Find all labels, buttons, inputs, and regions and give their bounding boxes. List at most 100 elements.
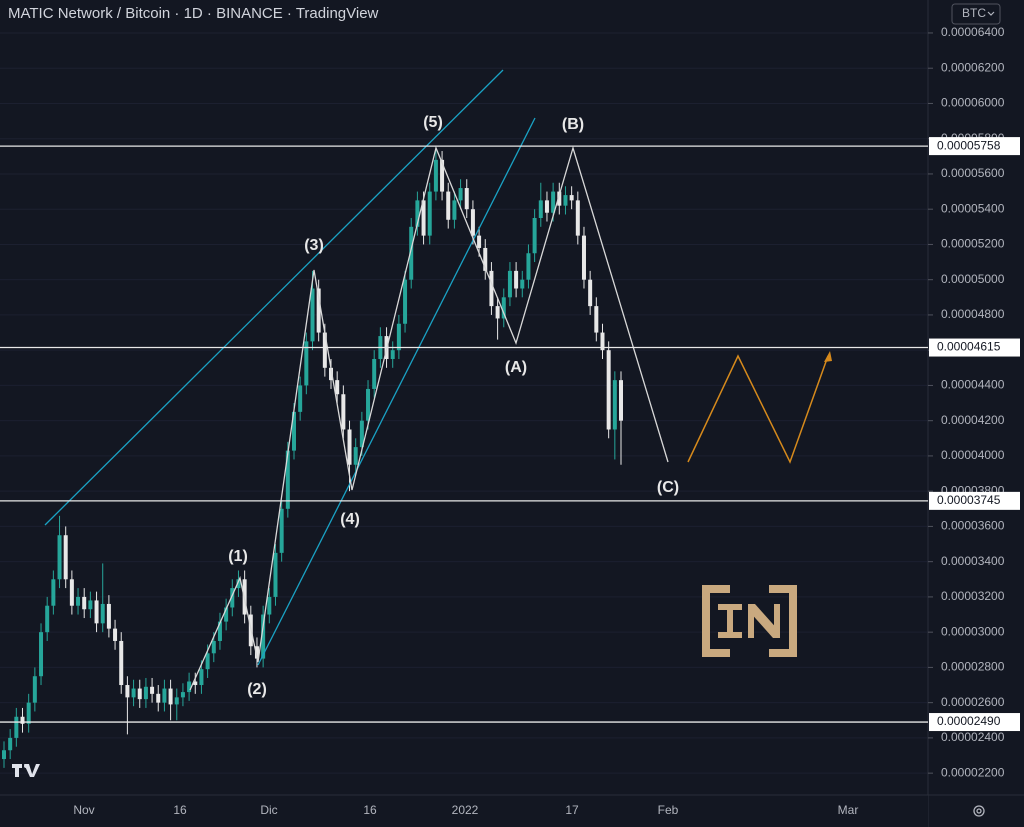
candle-body (63, 535, 68, 580)
y-tick-label: 0.00004800 (941, 307, 1005, 321)
price-line-tag (929, 338, 1020, 357)
candle-body (489, 270, 494, 307)
candle-body (433, 159, 438, 192)
candle-body (291, 411, 296, 451)
candle-body (273, 552, 278, 597)
candle-body (156, 693, 161, 703)
x-tick-label: Mar (838, 803, 859, 817)
candle-body (532, 218, 537, 254)
grid (0, 32, 928, 774)
time-axis (0, 795, 928, 827)
chart-title: MATIC Network / Bitcoin · 1D · BINANCE ·… (8, 5, 379, 22)
wave-label: (C) (657, 479, 679, 496)
candle-body (396, 323, 401, 351)
candle-body (106, 603, 111, 629)
candle-body (131, 688, 136, 698)
candle-body (137, 688, 142, 700)
candle-body (267, 596, 272, 615)
price-line-label: 0.00003745 (937, 493, 1001, 507)
candle-body (446, 191, 451, 220)
candle-body (538, 200, 543, 219)
candle-body (168, 688, 173, 705)
y-tick-label: 0.00002400 (941, 730, 1005, 744)
candle-body (88, 600, 93, 610)
candle-body (483, 247, 488, 271)
currency-button[interactable] (951, 3, 1001, 25)
candle-body (427, 191, 432, 236)
currency-caret (987, 11, 995, 16)
candle-body (217, 621, 222, 641)
candle-body (113, 628, 118, 641)
candle-body (310, 288, 315, 342)
settings-icon[interactable] (973, 805, 985, 817)
y-tick-label: 0.00005600 (941, 166, 1005, 180)
candle-body (372, 358, 377, 389)
candle-body (606, 350, 611, 430)
candle-body (39, 632, 44, 677)
projection-arrow (824, 351, 832, 362)
wave-label: (5) (423, 114, 443, 131)
candle-body (51, 579, 56, 606)
candle-body (526, 253, 531, 280)
x-tick-label: 16 (363, 803, 377, 817)
candle-body (551, 191, 556, 213)
y-tick-label: 0.00002200 (941, 765, 1005, 779)
candle-body (507, 270, 512, 298)
candle-body (224, 607, 229, 622)
candle-body (2, 750, 6, 760)
candle-body (575, 200, 580, 236)
candle-body (193, 681, 198, 686)
candle-body (588, 279, 593, 307)
candle-body (230, 588, 235, 608)
candle-body (82, 596, 87, 610)
candle-body (285, 450, 290, 509)
y-tick-label: 0.00004200 (941, 413, 1005, 427)
candle-body (470, 209, 475, 236)
candle-body (359, 420, 364, 448)
wave-label: (B) (562, 116, 584, 133)
candle-body (322, 332, 327, 368)
candle-body (8, 737, 13, 751)
candle-body (298, 385, 303, 412)
candle-body (26, 702, 31, 724)
candle-body (69, 579, 74, 606)
candle-body (174, 697, 179, 705)
logo (702, 585, 797, 657)
candle-body (366, 388, 371, 421)
wave-label: (4) (340, 511, 360, 528)
candle-body (594, 306, 599, 333)
candle-body (211, 640, 216, 654)
candle-body (76, 596, 81, 606)
candle-body (254, 646, 259, 659)
wave-label: (1) (228, 548, 248, 565)
currency-label[interactable]: BTC (962, 6, 986, 20)
candle-body (581, 235, 586, 280)
y-tick-label: 0.00004000 (941, 448, 1005, 462)
candle-body (452, 200, 457, 220)
candle-body (162, 688, 167, 703)
candles (2, 147, 623, 768)
candle-body (125, 685, 130, 698)
tv-logo (12, 764, 40, 777)
y-tick-label: 0.00003400 (941, 554, 1005, 568)
candle-body (440, 159, 445, 192)
candle-body (464, 188, 469, 210)
candle-body (403, 279, 408, 324)
price-line-tag (929, 713, 1020, 732)
candle-body (563, 195, 568, 206)
candle-body (20, 716, 25, 724)
x-tick-label: Nov (73, 803, 94, 817)
candle-body (353, 447, 358, 465)
candle-body (477, 235, 482, 248)
candle-body (600, 332, 605, 351)
candle-body (458, 188, 463, 201)
wave-label: (A) (505, 359, 527, 376)
candle-body (199, 669, 204, 686)
candle-body (569, 195, 574, 201)
x-tick-label: 17 (565, 803, 579, 817)
candle-body (557, 191, 562, 206)
y-tick-label: 0.00004400 (941, 378, 1005, 392)
price-line-tag (929, 491, 1020, 510)
candle-body (316, 288, 321, 333)
